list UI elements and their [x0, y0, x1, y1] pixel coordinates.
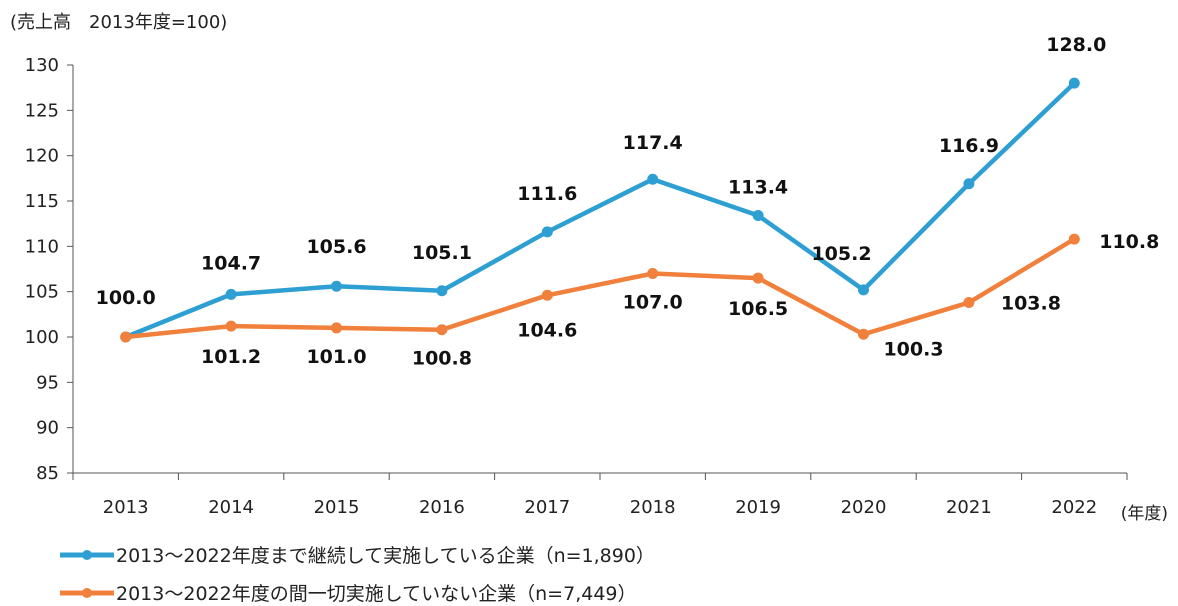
data-point	[1068, 77, 1080, 89]
data-label: 101.0	[306, 346, 366, 368]
x-tick-label: 2020	[841, 497, 887, 518]
data-label: 105.2	[811, 243, 871, 265]
data-point	[752, 210, 764, 222]
data-point	[225, 288, 237, 300]
y-tick-label: 125	[25, 100, 59, 121]
data-point	[120, 331, 132, 343]
data-label: 105.1	[412, 242, 472, 264]
legend-item-continuing: 2013～2022年度まで継続して実施している企業（n=1,890）	[60, 541, 655, 568]
data-label: 104.7	[201, 252, 261, 274]
y-tick-label: 100	[25, 327, 59, 348]
legend-label: 2013～2022年度まで継続して実施している企業（n=1,890）	[116, 545, 655, 567]
y-tick-label: 115	[25, 191, 59, 212]
data-label: 107.0	[623, 292, 683, 314]
x-tick-label: 2021	[946, 497, 992, 518]
series-line-0	[124, 81, 1076, 340]
data-label: 100.0	[96, 287, 156, 309]
x-tick-label: 2013	[103, 497, 149, 518]
data-point	[963, 178, 975, 190]
data-point	[541, 226, 553, 238]
data-point	[647, 173, 659, 185]
x-tick-label: 2018	[630, 497, 676, 518]
data-point	[858, 328, 869, 340]
x-axis-label: (年度)	[1121, 504, 1168, 524]
data-label: 101.2	[201, 346, 261, 368]
data-point	[436, 324, 448, 336]
data-point	[963, 297, 975, 309]
x-tick-label: 2015	[314, 497, 360, 518]
data-label: 117.4	[623, 132, 683, 154]
x-tick-label: 2016	[419, 497, 465, 518]
data-point	[331, 322, 342, 334]
data-point	[858, 284, 869, 296]
y-axis-unit-label: (売上高 2013年度=100)	[10, 12, 228, 33]
legend-marker-blue	[60, 549, 114, 560]
data-label: 103.8	[1001, 293, 1061, 315]
data-point	[1068, 233, 1080, 245]
y-tick-label: 130	[25, 55, 59, 76]
x-tick-label: 2022	[1051, 497, 1097, 518]
y-tick-label: 120	[25, 146, 59, 167]
data-label: 106.5	[728, 298, 788, 320]
legend-label: 2013～2022年度の間一切実施していない企業（n=7,449）	[116, 583, 637, 605]
y-tick-label: 85	[36, 463, 59, 484]
legend-item-none: 2013～2022年度の間一切実施していない企業（n=7,449）	[60, 579, 637, 606]
x-tick-label: 2019	[735, 497, 781, 518]
data-label: 100.8	[412, 348, 472, 370]
data-label: 105.6	[306, 236, 366, 258]
data-point	[752, 272, 764, 284]
y-tick-label: 95	[36, 372, 59, 393]
data-label: 113.4	[728, 177, 788, 199]
data-point	[331, 280, 342, 292]
data-label: 128.0	[1046, 34, 1106, 56]
data-point	[647, 268, 659, 280]
data-point	[225, 320, 237, 332]
y-tick-label: 110	[25, 236, 59, 257]
x-tick-label: 2014	[208, 497, 254, 518]
data-label: 116.9	[939, 135, 999, 157]
legend-marker-orange	[60, 587, 114, 598]
y-tick-label: 105	[25, 282, 59, 303]
data-label: 111.6	[517, 183, 577, 205]
x-tick-label: 2017	[524, 497, 570, 518]
data-point	[541, 289, 553, 301]
data-label: 110.8	[1099, 231, 1159, 253]
data-label: 104.6	[517, 319, 577, 341]
series-line-1	[125, 237, 1076, 340]
data-label: 100.3	[883, 338, 943, 360]
y-tick-label: 90	[36, 418, 59, 439]
data-point	[436, 285, 448, 297]
